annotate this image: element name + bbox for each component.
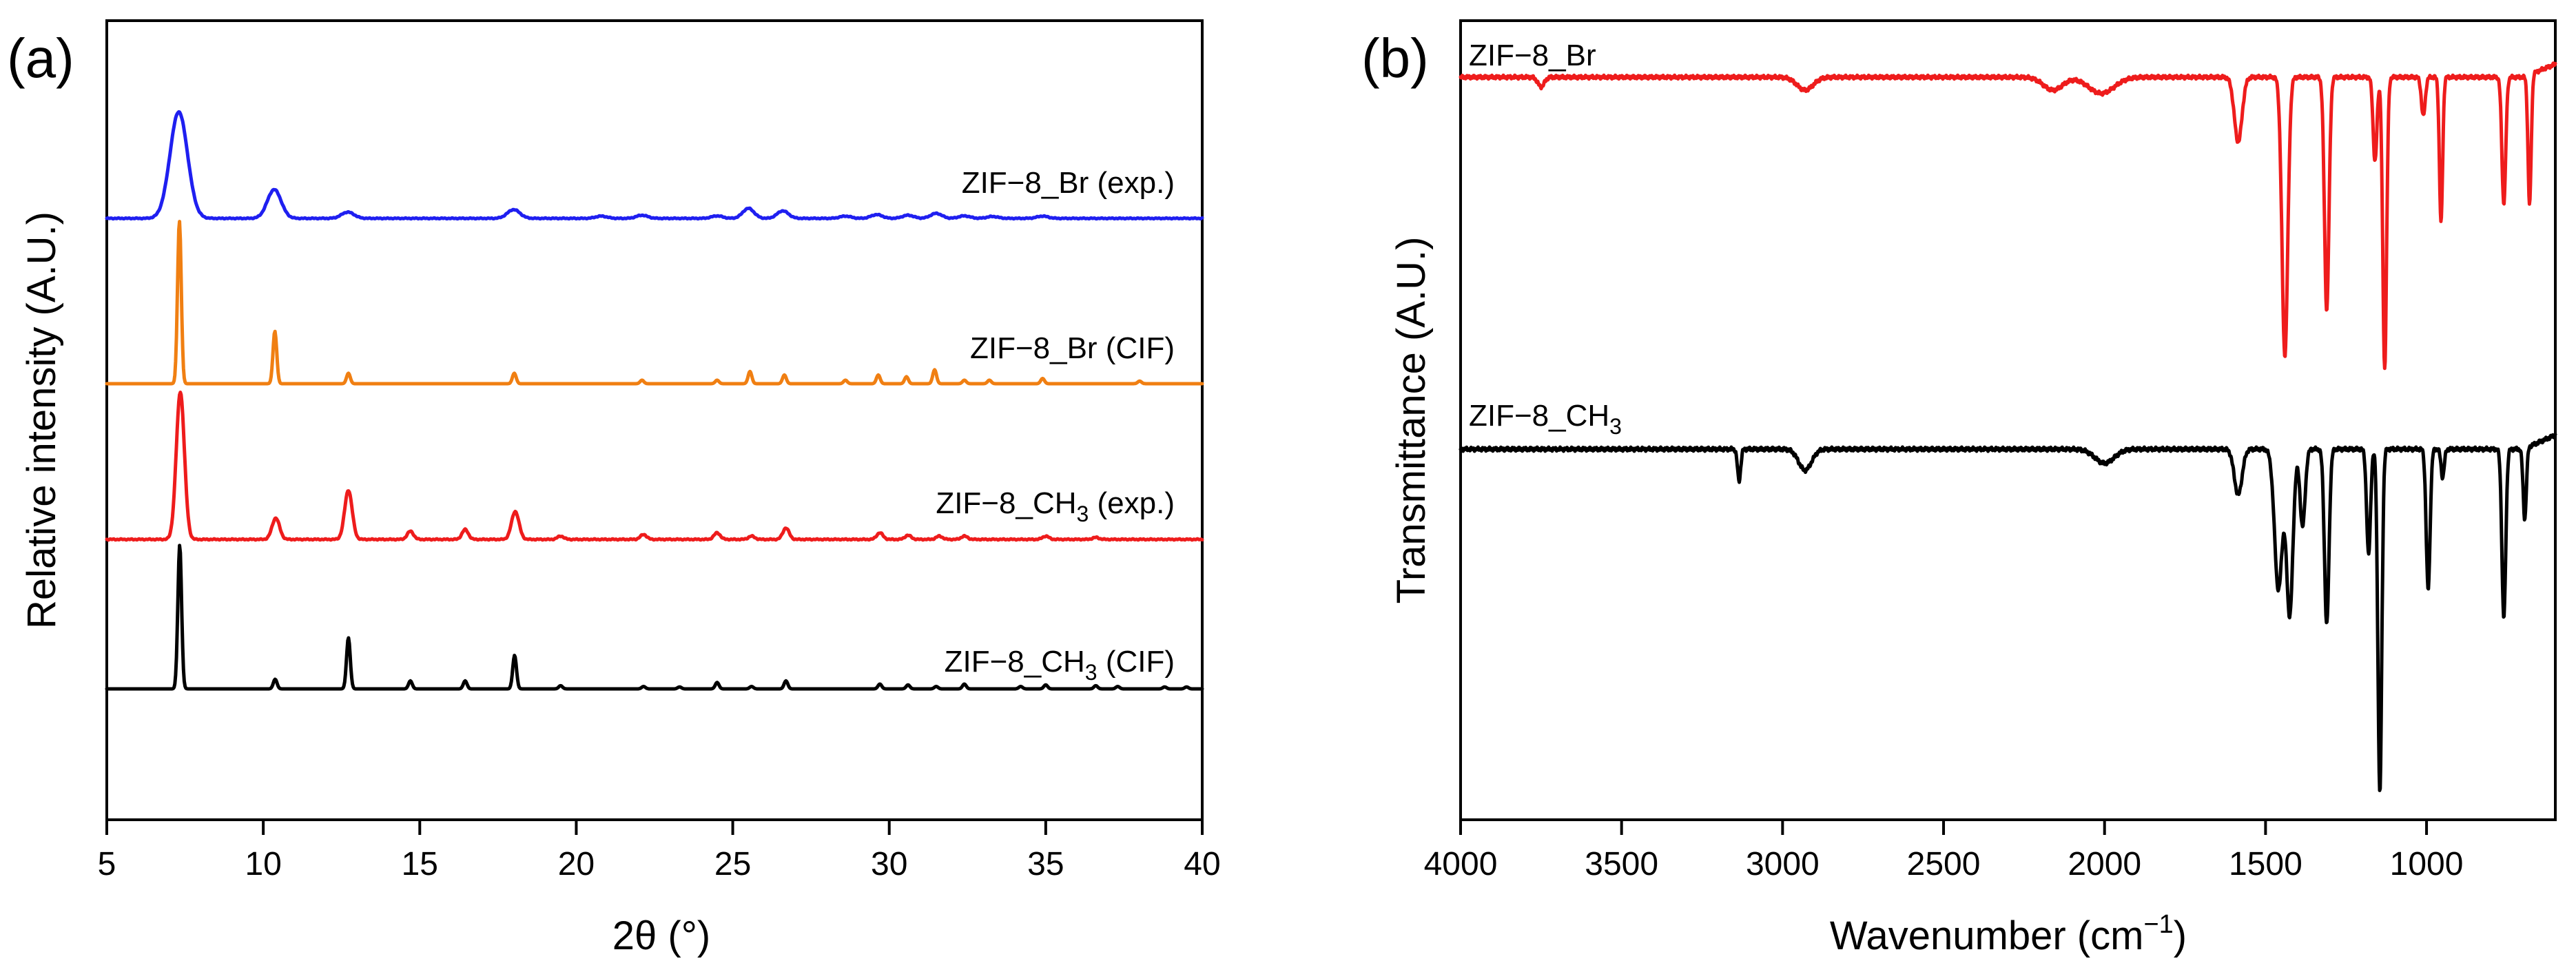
a-x-tick-label: 20 (558, 846, 595, 882)
a-x-tick-label: 15 (402, 846, 438, 882)
a-x-tick-label: 10 (245, 846, 281, 882)
a-trace-0 (105, 110, 1204, 221)
panel-b-x-axis-title: Wavenumber (cm−1) (1830, 910, 2187, 958)
b-x-tick-label: 2500 (1907, 846, 1981, 882)
a-series-label-3: ZIF−8_CH3 (CIF) (945, 645, 1175, 685)
panel-b-plot-frame (1459, 19, 2557, 821)
b-trace-1 (1459, 433, 2557, 792)
panel-b-label: (b) (1361, 28, 1429, 89)
panel-b-ftir: (b) 4000 3500 3000 2500 2000 1500 1000 ZIF−8_B… (1361, 19, 2557, 958)
b-x-tick-label: 2000 (2068, 846, 2141, 882)
panel-b-series-labels: ZIF−8_Br ZIF−8_CH3 (1469, 39, 1622, 439)
panel-a-x-ticks: 5 10 15 20 25 30 35 40 (98, 820, 1221, 882)
b-series-label-0: ZIF−8_Br (1469, 39, 1596, 72)
panel-b-traces (1459, 61, 2557, 792)
a-trace-2 (105, 391, 1204, 542)
panel-a-series-labels: ZIF−8_Br (exp.) ZIF−8_Br (CIF) ZIF−8_CH3 (… (936, 166, 1175, 685)
panel-b-x-axis-main: Wavenumber (cm (1830, 913, 2144, 958)
b-x-tick-label: 1000 (2390, 846, 2464, 882)
a-series-label-1: ZIF−8_Br (CIF) (970, 331, 1175, 365)
panel-a-x-axis-symbol: 2θ (612, 913, 657, 958)
b-x-tick-label: 3000 (1746, 846, 1820, 882)
panel-a-plot-frame (105, 19, 1204, 821)
b-series-label-1: ZIF−8_CH3 (1469, 399, 1622, 439)
panel-b-y-axis-title: Transmittance (A.U.) (1389, 237, 1434, 604)
a-trace-3 (105, 544, 1204, 691)
panel-a-x-axis-title: 2θ (°) (612, 913, 710, 958)
panel-a-label: (a) (7, 28, 74, 89)
a-x-tick-label: 35 (1027, 846, 1064, 882)
b-x-tick-label: 3500 (1585, 846, 1658, 882)
panel-a-xrd: (a) 5 10 15 20 25 30 35 40 ZIF−8_Br (exp.)ZIF−8… (7, 19, 1221, 958)
a-x-tick-label: 25 (714, 846, 751, 882)
a-series-label-0: ZIF−8_Br (exp.) (962, 166, 1175, 200)
a-series-label-2: ZIF−8_CH3 (exp.) (936, 486, 1175, 526)
panel-b-x-axis-sup: −1 (2143, 910, 2173, 939)
b-x-tick-label: 1500 (2229, 846, 2302, 882)
panel-b-x-ticks: 4000 3500 3000 2500 2000 1500 1000 (1424, 820, 2464, 882)
a-x-tick-label: 30 (871, 846, 907, 882)
panel-a-traces (105, 110, 1204, 691)
panel-b-x-axis-tail: ) (2174, 913, 2187, 958)
b-x-tick-label: 4000 (1424, 846, 1498, 882)
panel-a-y-axis-title: Relative intensity (A.U.) (19, 211, 64, 629)
a-trace-1 (105, 220, 1204, 386)
a-x-tick-label: 5 (98, 846, 116, 882)
panel-a-x-axis-unit: (°) (668, 913, 710, 958)
a-x-tick-label: 40 (1184, 846, 1220, 882)
b-trace-0 (1459, 61, 2557, 371)
